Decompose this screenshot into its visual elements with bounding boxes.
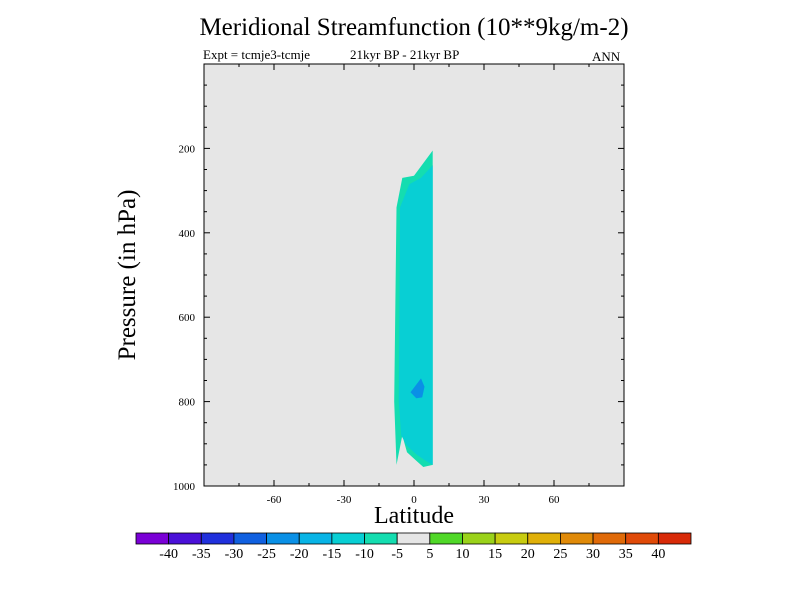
colorbar-swatch (625, 532, 659, 545)
colorbar-swatch (298, 532, 333, 545)
experiment-label: Expt = tcmje3-tcmje (203, 47, 310, 62)
colorbar-label: 10 (455, 547, 469, 562)
contour-regions (394, 150, 433, 467)
x-tick-label: 30 (479, 494, 491, 506)
colorbar-label: 35 (619, 547, 633, 562)
y-tick-label: 200 (179, 143, 196, 155)
chart-title: Meridional Streamfunction (10**9kg/m-2) (199, 14, 629, 41)
contour-region-2 (410, 378, 425, 399)
colorbar-label: -35 (192, 547, 211, 562)
y-tick-label: 1000 (173, 481, 196, 493)
axis-ticks: -60 -30 0 30 60 200 400 600 800 1000 (173, 64, 624, 506)
colorbar-swatch (135, 532, 170, 545)
colorbar-label: -15 (323, 547, 342, 562)
colorbar-label: -30 (225, 547, 244, 562)
colorbar-swatch (592, 532, 627, 545)
y-tick-label: 400 (179, 228, 196, 240)
colorbar-label: 20 (521, 547, 535, 562)
colorbar-label: 15 (488, 547, 502, 562)
x-tick-label: 60 (549, 494, 561, 506)
colorbar-label: -20 (290, 547, 309, 562)
contour-region-1 (398, 165, 433, 465)
x-tick-label: -60 (267, 494, 282, 506)
season-label: ANN (592, 49, 621, 64)
colorbar-swatch (331, 532, 365, 545)
colorbar-label: 30 (586, 547, 600, 562)
x-tick-label: 0 (411, 494, 417, 506)
colorbar-label: 25 (553, 547, 567, 562)
colorbar-swatch (233, 532, 267, 545)
colorbar-label: 40 (651, 547, 665, 562)
period-label: 21kyr BP - 21kyr BP (350, 47, 460, 62)
colorbar-label: -40 (159, 547, 178, 562)
x-axis-label: Latitude (374, 503, 454, 529)
colorbar-swatch (266, 532, 300, 545)
colorbar-swatch (494, 532, 529, 545)
y-tick-label: 600 (179, 312, 196, 324)
colorbar-label: -25 (257, 547, 276, 562)
colorbar-swatch (200, 532, 235, 545)
colorbar-swatch (364, 532, 398, 545)
colorbar-label: -5 (391, 547, 403, 562)
colorbar-swatch (396, 532, 431, 545)
y-tick-label: 800 (179, 397, 196, 409)
colorbar-swatch (527, 532, 561, 545)
colorbar-swatch (168, 532, 202, 545)
plot-frame (203, 63, 625, 487)
colorbar-swatch (462, 532, 496, 545)
colorbar: -40 -35 -30 -25 -20 -15 -10 -5 5 10 15 20 25 30 35 40 (135, 532, 692, 562)
x-tick-label: -30 (337, 494, 352, 506)
colorbar-label: -10 (355, 547, 374, 562)
colorbar-label: 5 (426, 547, 433, 562)
colorbar-swatch (657, 532, 692, 545)
minor-ticks (204, 64, 624, 486)
colorbar-swatch (429, 532, 463, 545)
colorbar-swatch (560, 532, 594, 545)
